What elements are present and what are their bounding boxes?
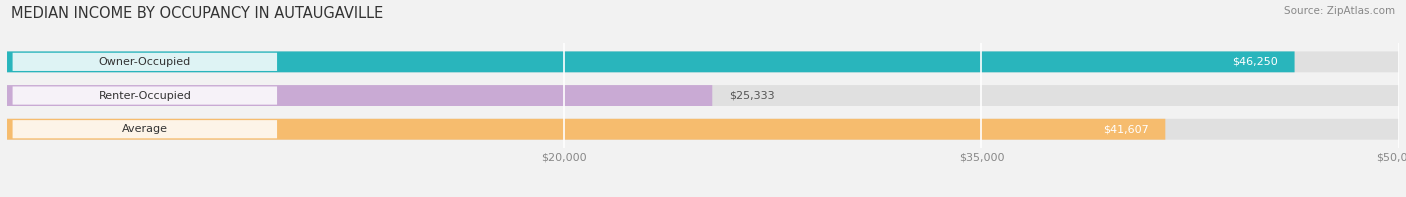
FancyBboxPatch shape [7, 119, 1166, 140]
Text: Owner-Occupied: Owner-Occupied [98, 57, 191, 67]
Text: $25,333: $25,333 [728, 91, 775, 100]
Text: $41,607: $41,607 [1102, 124, 1149, 134]
FancyBboxPatch shape [13, 53, 277, 71]
Text: Renter-Occupied: Renter-Occupied [98, 91, 191, 100]
FancyBboxPatch shape [7, 51, 1295, 72]
FancyBboxPatch shape [7, 85, 713, 106]
FancyBboxPatch shape [7, 51, 1399, 72]
Text: Source: ZipAtlas.com: Source: ZipAtlas.com [1284, 6, 1395, 16]
Text: Average: Average [122, 124, 167, 134]
Text: MEDIAN INCOME BY OCCUPANCY IN AUTAUGAVILLE: MEDIAN INCOME BY OCCUPANCY IN AUTAUGAVIL… [11, 6, 384, 21]
Text: $46,250: $46,250 [1232, 57, 1278, 67]
FancyBboxPatch shape [7, 119, 1399, 140]
FancyBboxPatch shape [13, 86, 277, 105]
FancyBboxPatch shape [13, 120, 277, 138]
FancyBboxPatch shape [7, 85, 1399, 106]
